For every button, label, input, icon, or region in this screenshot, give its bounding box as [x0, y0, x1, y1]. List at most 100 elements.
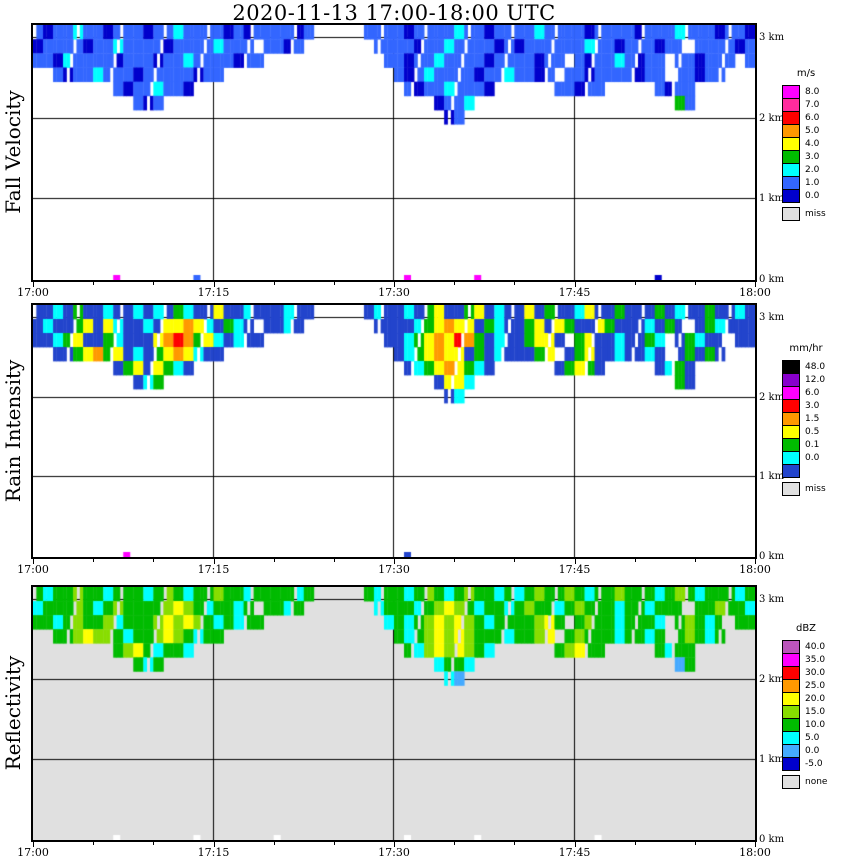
time-tick — [574, 559, 576, 564]
time-tick-label: 17:15 — [197, 286, 230, 299]
heatmap-canvas-fall_velocity — [33, 25, 755, 280]
legend-label: 0.0 — [805, 191, 820, 201]
legend-cell — [782, 373, 800, 387]
time-tick-label: 18:00 — [739, 846, 771, 859]
plot-area-fall_velocity — [31, 23, 757, 282]
legend-label: 40.0 — [805, 642, 826, 652]
legend-label: 0.0 — [805, 746, 820, 756]
legend-label: 25.0 — [805, 681, 826, 691]
height-tick-label: 0 km — [759, 274, 785, 285]
time-tick — [333, 559, 335, 562]
legend-label: 3.0 — [805, 152, 820, 162]
time-tick-label: 17:45 — [558, 286, 591, 299]
legend-cell — [782, 85, 800, 99]
time-tick-label: 17:15 — [197, 563, 230, 576]
time-tick — [454, 842, 456, 845]
time-tick — [755, 282, 756, 287]
legend-cell — [782, 464, 800, 478]
legend-label: 8.0 — [805, 87, 820, 97]
time-tick — [213, 282, 215, 287]
time-tick — [273, 282, 275, 285]
legend-label: 12.0 — [805, 375, 826, 385]
height-tick-label: 3 km — [759, 311, 785, 323]
time-tick — [755, 842, 756, 847]
height-tick-label: 0 km — [759, 551, 785, 562]
height-tick-label: 3 km — [759, 593, 785, 605]
legend-label: 1.5 — [805, 414, 820, 424]
time-tick — [153, 559, 155, 562]
time-tick — [634, 842, 636, 845]
time-tick-label: 17:00 — [17, 286, 49, 299]
time-tick-label: 17:30 — [378, 563, 410, 576]
legend-cell — [782, 412, 800, 426]
plot-area-rain_intensity — [31, 303, 757, 559]
figure-title: 2020-11-13 17:00-18:00 UTC — [232, 1, 556, 25]
time-tick — [634, 282, 636, 285]
time-tick — [514, 842, 516, 845]
heatmap-canvas-rain_intensity — [33, 305, 755, 557]
legend-label: 5.0 — [805, 733, 820, 743]
time-tick-label: 17:30 — [378, 286, 410, 299]
time-tick — [694, 559, 696, 562]
legend-missing-label: miss — [805, 484, 826, 494]
time-tick — [93, 559, 95, 562]
legend-cell — [782, 386, 800, 400]
legend-label: 0.1 — [805, 440, 820, 450]
legend-cell — [782, 718, 800, 732]
time-tick — [514, 282, 516, 285]
legend-cell — [782, 679, 800, 693]
legend-label: 6.0 — [805, 388, 820, 398]
time-tick — [514, 559, 516, 562]
time-tick-label: 17:00 — [17, 846, 49, 859]
time-tick-label: 17:45 — [558, 846, 591, 859]
height-tick-label: 1 km — [759, 471, 785, 483]
legend-cell — [782, 692, 800, 706]
height-tick-label: 2 km — [759, 112, 785, 124]
height-tick-label: 1 km — [759, 193, 785, 205]
legend-cell — [782, 744, 800, 758]
legend-cell — [782, 189, 800, 203]
time-tick-label: 17:45 — [558, 563, 591, 576]
y-axis-title-fall-velocity: Fall Velocity — [1, 90, 25, 214]
time-tick — [694, 282, 696, 285]
time-tick — [33, 559, 34, 564]
legend-label: 48.0 — [805, 362, 826, 372]
legend-label: 35.0 — [805, 655, 826, 665]
legend-label: 30.0 — [805, 668, 826, 678]
legend-missing-cell — [782, 207, 800, 221]
y-axis-title-reflectivity: Reflectivity — [1, 655, 25, 771]
colorbar-unit-mps: m/s — [796, 68, 816, 79]
time-tick — [33, 282, 34, 287]
time-tick — [394, 842, 395, 847]
colorbar-unit-mmhr: mm/hr — [789, 343, 823, 354]
legend-cell — [782, 640, 800, 654]
time-tick — [273, 842, 275, 845]
time-tick — [454, 559, 456, 562]
legend-cell — [782, 176, 800, 190]
legend-cell — [782, 150, 800, 164]
height-tick-label: 1 km — [759, 753, 785, 765]
y-axis-title-rain-intensity: Rain Intensity — [1, 359, 25, 503]
legend-label: 15.0 — [805, 707, 826, 717]
height-tick-label: 2 km — [759, 673, 785, 685]
legend-label: 10.0 — [805, 720, 826, 730]
legend-missing-label: miss — [805, 209, 826, 219]
legend-cell — [782, 438, 800, 452]
legend-label: 0.0 — [805, 453, 820, 463]
legend-label: 5.0 — [805, 126, 820, 136]
time-tick — [213, 842, 215, 847]
legend-label: 3.0 — [805, 401, 820, 411]
legend-cell — [782, 124, 800, 138]
time-tick — [93, 282, 95, 285]
legend-missing-cell — [782, 482, 800, 496]
legend-cell — [782, 111, 800, 125]
time-tick-label: 17:00 — [17, 563, 49, 576]
time-tick — [394, 282, 395, 287]
legend-cell — [782, 425, 800, 439]
colorbar-unit-dbz: dBZ — [795, 623, 817, 634]
legend-cell — [782, 399, 800, 413]
legend-label: 0.5 — [805, 427, 820, 437]
legend-cell — [782, 653, 800, 667]
legend-cell — [782, 757, 800, 771]
